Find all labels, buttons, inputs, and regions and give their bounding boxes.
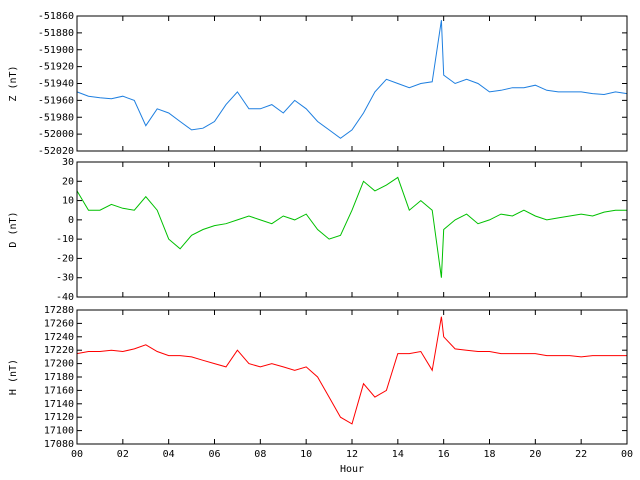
y-tick-label: 17280 [44,305,74,316]
x-tick-label: 12 [346,449,358,460]
y-tick-label: -10 [56,234,74,245]
x-tick-label: 18 [483,449,495,460]
y-axis-label: D (nT) [8,211,19,247]
y-tick-label: 17160 [44,385,74,396]
y-tick-label: 20 [62,176,74,187]
y-tick-label: -51980 [38,112,74,123]
y-tick-label: 30 [62,157,74,168]
y-tick-label: -52020 [38,146,74,157]
x-tick-label: 20 [529,449,541,460]
data-line [76,316,627,425]
y-tick-label: -40 [56,292,74,303]
y-tick-label: -51900 [38,45,74,56]
x-tick-label: 00 [71,449,83,460]
y-tick-label: 17180 [44,372,74,383]
y-tick-label: -52000 [38,129,74,140]
plot-frame [76,161,628,298]
y-tick-label: 10 [62,196,74,207]
y-tick-label: -51940 [38,79,74,90]
y-tick-label: -30 [56,273,74,284]
plot-frame [76,15,628,152]
x-tick-label: 08 [254,449,266,460]
data-line [76,20,628,139]
y-tick-label: 17080 [44,439,74,450]
y-tick-label: 17220 [44,345,74,356]
y-axis-label: H (nT) [8,359,19,395]
y-tick-label: -51960 [38,95,74,106]
x-tick-label: 04 [163,449,175,460]
x-tick-label: 00 [621,449,633,460]
x-axis-label: Hour [340,464,364,475]
y-tick-label: -51860 [38,11,74,22]
y-tick-label: -20 [56,253,74,264]
y-tick-label: 17140 [44,399,74,410]
y-tick-label: 0 [68,215,74,226]
y-tick-label: 17260 [44,318,74,329]
y-axis-label: Z (nT) [8,65,19,101]
x-tick-label: 02 [117,449,129,460]
y-tick-label: 17120 [44,412,74,423]
x-tick-label: 16 [438,449,450,460]
y-tick-label: -51920 [38,62,74,73]
x-tick-label: 14 [392,449,404,460]
y-tick-label: 17240 [44,332,74,343]
x-tick-label: 22 [575,449,587,460]
y-tick-label: -51880 [38,28,74,39]
y-tick-label: 17100 [44,426,74,437]
data-line [76,176,627,278]
y-tick-label: 17200 [44,359,74,370]
x-tick-label: 06 [208,449,220,460]
x-tick-label: 10 [300,449,312,460]
